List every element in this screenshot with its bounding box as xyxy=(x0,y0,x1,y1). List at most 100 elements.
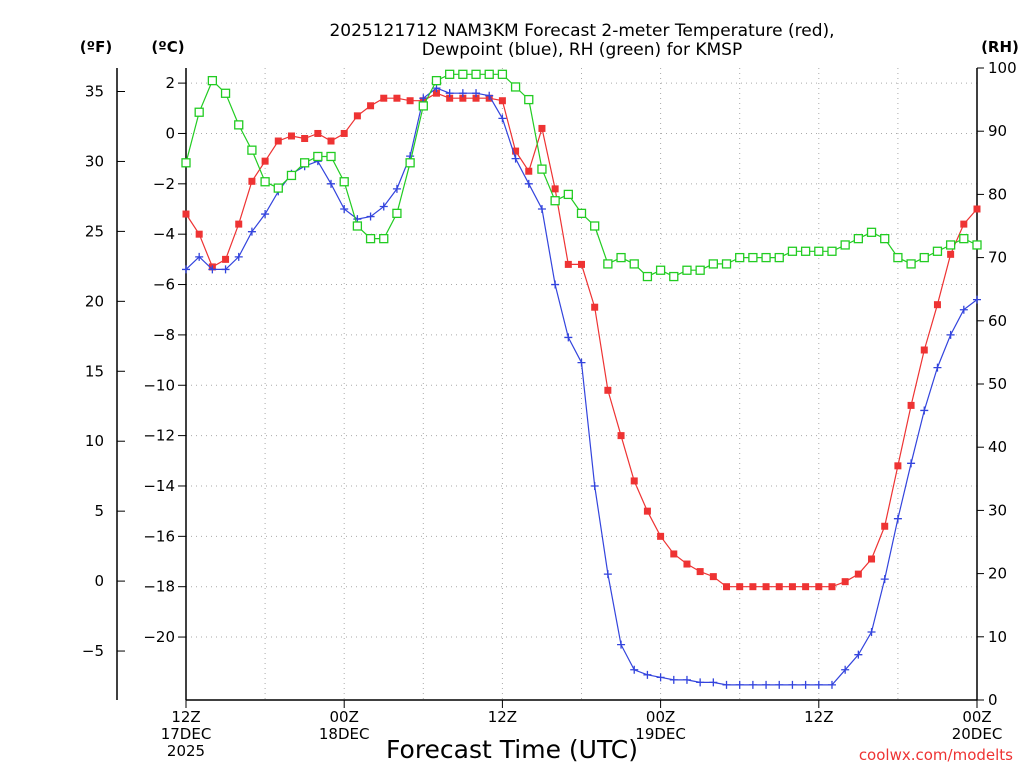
data-point xyxy=(221,265,230,274)
rh-tick-label: 0 xyxy=(988,691,998,709)
data-point xyxy=(472,94,480,102)
data-point xyxy=(247,227,256,236)
data-point xyxy=(841,578,849,586)
data-point xyxy=(617,432,625,440)
fahrenheit-tick-label: 0 xyxy=(94,572,104,590)
celsius-tick-label: −4 xyxy=(153,225,175,243)
fahrenheit-tick-label: 15 xyxy=(85,362,104,380)
data-point xyxy=(431,75,442,86)
data-point xyxy=(920,346,928,354)
data-point xyxy=(564,333,573,342)
x-tick-label: 00Z xyxy=(962,708,991,726)
fahrenheit-tick-label: 25 xyxy=(85,222,104,240)
data-point xyxy=(208,265,217,274)
data-point xyxy=(642,271,653,282)
rh-tick-label: 80 xyxy=(988,185,1007,203)
rh-tick-label: 40 xyxy=(988,438,1007,456)
data-point xyxy=(973,295,981,304)
data-point xyxy=(657,532,665,540)
data-point xyxy=(459,94,467,102)
chart-title-line-2: Dewpoint (blue), RH (green) for KMSP xyxy=(422,40,742,60)
data-point xyxy=(827,246,837,256)
fahrenheit-tick-label: −5 xyxy=(82,642,104,660)
data-point xyxy=(235,220,243,228)
fahrenheit-tick-label: 10 xyxy=(85,432,104,450)
data-point xyxy=(445,89,454,98)
data-point xyxy=(314,129,322,137)
data-point xyxy=(591,303,599,311)
data-point xyxy=(735,252,745,263)
data-point xyxy=(866,227,877,237)
rh-tick-label: 90 xyxy=(988,122,1007,140)
data-point xyxy=(670,550,678,558)
data-point xyxy=(432,84,441,93)
data-point xyxy=(973,205,981,213)
data-point xyxy=(380,94,388,102)
data-point xyxy=(234,252,243,261)
data-point xyxy=(234,120,244,130)
data-point xyxy=(696,568,704,576)
data-point xyxy=(367,102,375,110)
data-point xyxy=(946,330,955,339)
data-point xyxy=(682,675,691,684)
data-point xyxy=(207,75,218,86)
celsius-tick-label: −8 xyxy=(153,326,175,344)
data-point xyxy=(550,196,560,206)
data-point xyxy=(709,573,717,581)
rh-tick-label: 70 xyxy=(988,249,1007,267)
data-point xyxy=(696,678,705,687)
data-point xyxy=(327,179,336,188)
data-point xyxy=(894,462,902,470)
data-point xyxy=(274,137,282,145)
data-point xyxy=(933,301,941,309)
data-point xyxy=(920,406,929,415)
credit-link[interactable]: coolwx.com/modelts xyxy=(859,746,1013,764)
celsius-tick-label: −10 xyxy=(143,376,175,394)
data-point xyxy=(630,665,639,674)
data-point xyxy=(893,252,903,263)
data-point xyxy=(906,259,916,269)
data-point xyxy=(511,154,520,163)
data-point xyxy=(181,158,191,168)
data-point xyxy=(182,265,190,274)
x-tick-label: 12Z xyxy=(171,708,200,726)
data-point xyxy=(748,252,758,263)
data-point xyxy=(695,265,705,275)
data-point xyxy=(868,555,876,563)
series-line xyxy=(185,87,978,686)
data-point xyxy=(815,583,823,591)
data-point xyxy=(458,69,468,79)
data-point xyxy=(880,575,889,584)
data-point xyxy=(458,89,467,98)
data-point xyxy=(643,507,651,515)
fahrenheit-tick-label: 30 xyxy=(85,152,104,170)
data-point xyxy=(222,255,230,263)
data-point xyxy=(273,183,283,193)
data-point xyxy=(525,167,533,175)
data-point xyxy=(616,252,626,263)
data-point xyxy=(840,240,850,250)
x-axis-label: Forecast Time (UTC) xyxy=(386,735,638,764)
data-point xyxy=(907,459,916,468)
data-point xyxy=(893,514,902,523)
data-point xyxy=(959,233,969,244)
data-point xyxy=(945,240,956,250)
data-point xyxy=(352,221,363,231)
data-point xyxy=(617,640,626,649)
data-point xyxy=(392,184,401,193)
data-point xyxy=(577,358,586,367)
data-point xyxy=(802,583,810,591)
data-point xyxy=(339,177,349,187)
data-point xyxy=(828,583,836,591)
data-point xyxy=(327,137,335,145)
data-point xyxy=(669,271,679,282)
data-point xyxy=(722,680,731,689)
data-point xyxy=(576,208,587,219)
axes: 20−2−4−6−8−10−12−14−16−18−20353025201510… xyxy=(82,59,1017,709)
series-dewpoint xyxy=(182,84,981,689)
data-point xyxy=(721,259,732,269)
data-point xyxy=(708,259,718,269)
data-point xyxy=(287,132,295,140)
